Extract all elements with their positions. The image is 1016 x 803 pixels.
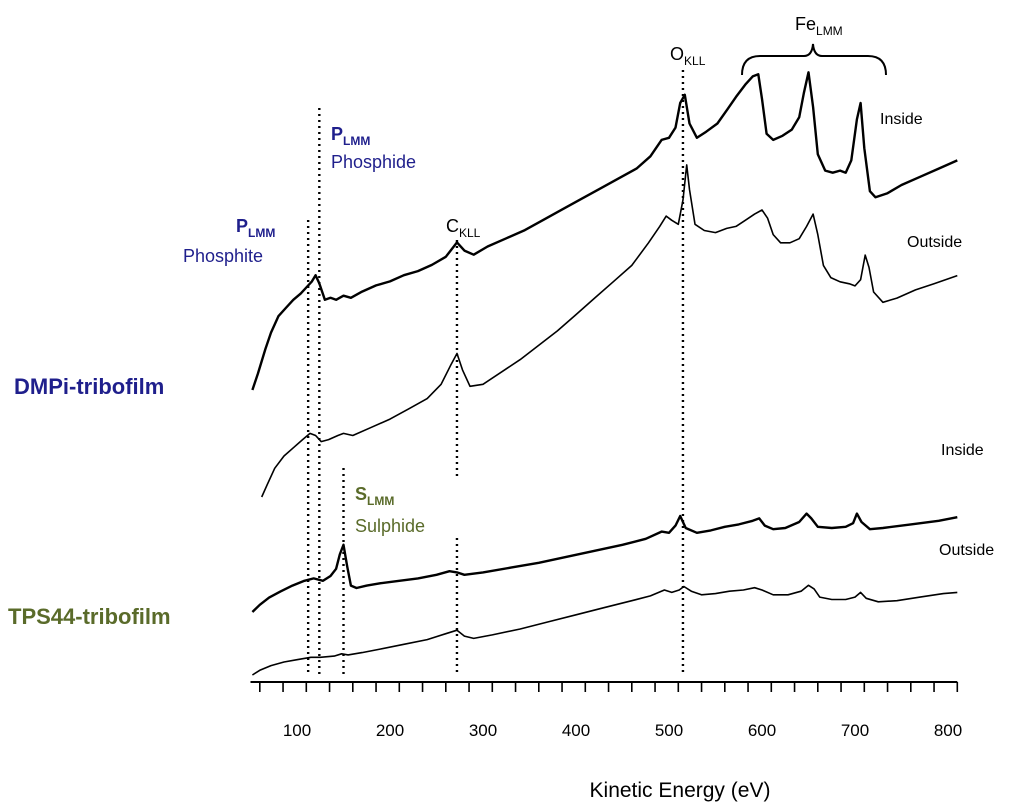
- spectrum-line-4: [251, 584, 958, 676]
- x-axis-title: Kinetic Energy (eV): [590, 779, 771, 802]
- x-tick-label: 200: [376, 721, 404, 740]
- x-tick-label: 600: [748, 721, 776, 740]
- peak-desc-phosphide: Phosphide: [331, 152, 416, 172]
- x-tick-label: 400: [562, 721, 590, 740]
- peak-label-p-phosphite: PLMM: [236, 216, 275, 240]
- peak-label-o-kll: OKLL: [670, 44, 706, 68]
- x-tick-label: 300: [469, 721, 497, 740]
- group-label-tps44: TPS44-tribofilm: [8, 604, 171, 629]
- spectrum-line-3: [251, 512, 958, 613]
- x-axis: 100 200 300 400 500 600 700 800: [250, 681, 962, 740]
- spectrum-line-2: [260, 164, 958, 498]
- peak-label-c-kll: CKLL: [446, 216, 481, 240]
- group-label-dmpi: DMPi-tribofilm: [14, 374, 164, 399]
- peak-desc-sulphide: Sulphide: [355, 516, 425, 536]
- series-label-tps-outside: Outside: [939, 542, 994, 559]
- x-tick-label: 700: [841, 721, 869, 740]
- peak-label-s-lmm: SLMM: [355, 484, 394, 508]
- spectrum-line-1: [251, 71, 958, 391]
- peak-desc-phosphite: Phosphite: [183, 246, 263, 266]
- fe-lmm-brace: [741, 43, 887, 76]
- spectra: [251, 71, 958, 676]
- peak-label-fe-lmm: FeLMM: [795, 14, 843, 38]
- reference-lines: [306, 70, 685, 676]
- x-tick-label: 800: [934, 721, 962, 740]
- series-label-tps-inside: Inside: [941, 442, 984, 459]
- peak-label-p-phosphide: PLMM: [331, 124, 370, 148]
- x-tick-label: 100: [283, 721, 311, 740]
- x-tick-label: 500: [655, 721, 683, 740]
- series-label-dmpi-outside: Outside: [907, 234, 962, 251]
- series-label-dmpi-inside: Inside: [880, 111, 923, 128]
